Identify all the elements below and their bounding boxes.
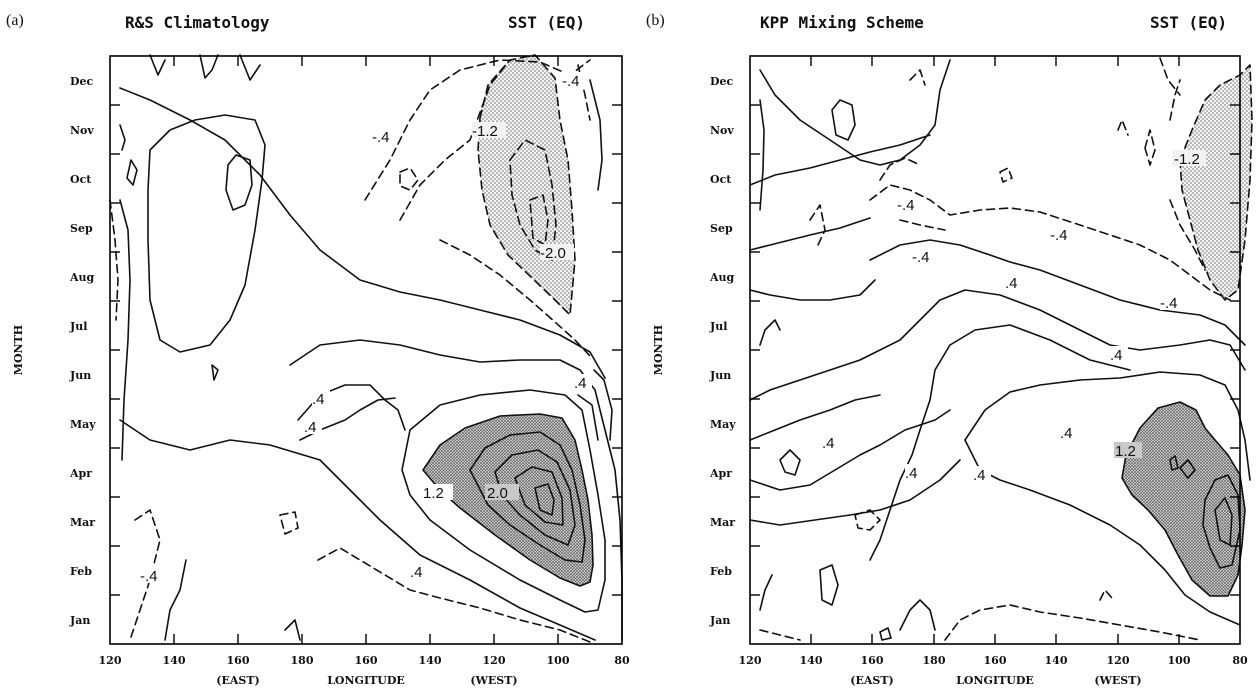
panel-b-title: KPP Mixing Scheme — [760, 13, 924, 32]
panel-a-month-feb: Feb — [70, 565, 92, 578]
panel-a-month-jun: Jun — [69, 369, 91, 382]
panel-a-contours — [109, 54, 623, 643]
panel-a-month-apr: Apr — [69, 467, 92, 480]
panel-a-month-nov: Nov — [70, 124, 94, 137]
panel-b-label-1-2: 1.2 — [1115, 443, 1136, 460]
panel-b-month-oct: Oct — [710, 173, 732, 186]
panel-b-xtick-160w: 160 — [984, 654, 1007, 667]
panel-b: (b) KPP Mixing Scheme SST (EQ) — [646, 12, 1253, 687]
panel-a-xtick-180: 180 — [291, 654, 314, 667]
panel-b-month-nov: Nov — [710, 124, 734, 137]
panel-b-label-neg-3: -.4 — [912, 249, 930, 266]
panel-b-label-pos-5: .4 — [822, 435, 835, 452]
panel-a-label-1-2: 1.2 — [423, 485, 444, 502]
panel-b-ticks — [750, 56, 1240, 644]
panel-a-ylabel: MONTH — [12, 325, 25, 375]
panel-b-subtitle: SST (EQ) — [1150, 13, 1227, 32]
panel-a-label-pos-2: .4 — [304, 419, 317, 436]
panel-b-xtick-140e: 140 — [800, 654, 823, 667]
panel-b-month-mar: Mar — [710, 516, 735, 529]
panel-a-label-neg-1-2: -1.2 — [472, 123, 498, 140]
panel-b-xtick-140w: 140 — [1045, 654, 1068, 667]
panel-b-xtick-120w: 120 — [1107, 654, 1130, 667]
panel-b-label-neg-2: -.4 — [1050, 227, 1068, 244]
panel-b-month-labels: Jan Feb Mar Apr May Jun Jul Aug Sep Oct … — [709, 75, 736, 627]
panel-a-xtick-100w: 100 — [547, 654, 570, 667]
panel-a-month-sep: Sep — [70, 222, 93, 235]
panel-a-title: R&S Climatology — [125, 13, 270, 32]
panel-b-month-may: May — [710, 418, 736, 431]
panel-a-xsub-west: (WEST) — [470, 674, 517, 687]
panel-a-label-pos-4: .4 — [574, 375, 587, 392]
panel-a-label-pos-1: .4 — [312, 391, 325, 408]
panel-a-label-neg-3: -.4 — [140, 568, 158, 585]
panel-b-xtick-120e: 120 — [739, 654, 762, 667]
panel-a-month-may: May — [70, 418, 96, 431]
panel-b-month-dec: Dec — [710, 75, 734, 88]
panel-a-xtick-80w: 80 — [614, 654, 630, 667]
panel-a-letter: (a) — [6, 12, 24, 29]
panel-b-contour-labels: -.4 -.4 -.4 -.4 -1.2 .4 .4 .4 .4 .4 .4 1… — [822, 150, 1206, 484]
panel-b-label-pos-1: .4 — [1005, 275, 1018, 292]
panel-b-month-jul: Jul — [709, 320, 727, 333]
panel-b-xtick-180: 180 — [923, 654, 946, 667]
panel-a-contour-labels: 1.2 2.0 .4 .4 .4 .4 -.4 -.4 -.4 -1.2 -2.… — [140, 72, 592, 585]
panel-a-month-mar: Mar — [70, 516, 95, 529]
panel-b-label-neg-4: -.4 — [1160, 295, 1178, 312]
panel-a-xtick-140w: 140 — [419, 654, 442, 667]
panel-a-x-ticklabels: 120 140 160 180 160 140 120 100 80 (EAST… — [99, 654, 630, 687]
panel-b-cool-shading — [1180, 65, 1252, 300]
panel-b-label-neg-1-2: -1.2 — [1174, 151, 1200, 168]
panel-b-label-pos-3: .4 — [973, 467, 986, 484]
panel-b-month-feb: Feb — [710, 565, 732, 578]
panel-a-month-oct: Oct — [70, 173, 92, 186]
panel-b-xlabel: LONGITUDE — [956, 674, 1034, 687]
panel-a-xsub-east: (EAST) — [216, 674, 259, 687]
panel-b-month-sep: Sep — [710, 222, 733, 235]
panel-a: (a) R&S Climatology SST (EQ) — [6, 12, 630, 687]
panel-b-month-aug: Aug — [709, 271, 735, 284]
panel-a-month-dec: Dec — [70, 75, 94, 88]
panel-b-frame — [749, 55, 1241, 645]
panel-b-label-pos-6: .4 — [1060, 425, 1073, 442]
panel-a-xtick-160w: 160 — [355, 654, 378, 667]
panel-b-month-jan: Jan — [709, 614, 730, 627]
panel-b-label-pos-4: .4 — [905, 465, 918, 482]
panel-b-xtick-80w: 80 — [1232, 654, 1248, 667]
panel-a-xtick-120w: 120 — [483, 654, 506, 667]
panel-b-warm-shading — [1122, 402, 1245, 596]
panel-b-xtick-160e: 160 — [861, 654, 884, 667]
panel-a-month-jul: Jul — [69, 320, 87, 333]
panel-b-xsub-east: (EAST) — [850, 674, 893, 687]
panel-a-xtick-140e: 140 — [163, 654, 186, 667]
panel-a-label-2-0: 2.0 — [487, 485, 508, 502]
panel-a-xtick-120e: 120 — [99, 654, 122, 667]
panel-b-month-apr: Apr — [709, 467, 732, 480]
panel-b-ylabel: MONTH — [652, 325, 665, 375]
panel-b-contours — [749, 57, 1253, 641]
panel-b-xsub-west: (WEST) — [1094, 674, 1141, 687]
panel-a-label-neg-1: -.4 — [562, 73, 580, 90]
panel-b-label-neg-1: -.4 — [897, 197, 915, 214]
panel-b-letter: (b) — [646, 12, 665, 29]
panel-b-month-jun: Jun — [709, 369, 731, 382]
panel-b-x-ticklabels: 120 140 160 180 160 140 120 100 80 (EAST… — [739, 654, 1248, 687]
panel-a-xtick-160e: 160 — [227, 654, 250, 667]
panel-b-xtick-100w: 100 — [1168, 654, 1191, 667]
panel-a-xlabel: LONGITUDE — [327, 674, 405, 687]
panel-b-label-pos-2: .4 — [1110, 347, 1123, 364]
panel-a-cool-shading — [478, 55, 575, 315]
panel-a-month-aug: Aug — [69, 271, 95, 284]
panel-a-ticks — [110, 56, 622, 644]
panel-a-subtitle: SST (EQ) — [508, 13, 585, 32]
panel-a-month-labels: Jan Feb Mar Apr May Jun Jul Aug Sep Oct … — [69, 75, 96, 627]
panel-a-label-pos-3: .4 — [410, 564, 423, 581]
panel-a-label-neg-2-0: -2.0 — [540, 245, 566, 262]
panel-a-label-neg-2: -.4 — [372, 129, 390, 146]
panel-a-month-jan: Jan — [69, 614, 90, 627]
